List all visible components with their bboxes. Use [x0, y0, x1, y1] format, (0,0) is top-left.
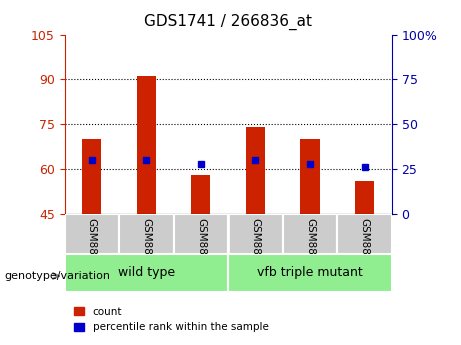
Bar — [301, 139, 319, 214]
Bar — [355, 181, 374, 214]
Text: GSM88046: GSM88046 — [250, 218, 260, 275]
Legend: count, percentile rank within the sample: count, percentile rank within the sample — [70, 303, 273, 336]
Bar — [191, 175, 211, 214]
Bar — [246, 127, 265, 214]
Text: genotype/variation: genotype/variation — [5, 271, 111, 281]
Text: GSM88040: GSM88040 — [87, 218, 97, 274]
Bar — [82, 139, 101, 214]
Text: wild type: wild type — [118, 266, 175, 279]
Bar — [283, 214, 337, 254]
Bar — [228, 254, 392, 292]
Text: GSM88042: GSM88042 — [196, 218, 206, 275]
Text: vfb triple mutant: vfb triple mutant — [257, 266, 363, 279]
Bar — [65, 254, 228, 292]
Bar — [174, 214, 228, 254]
Text: GSM88041: GSM88041 — [142, 218, 151, 275]
Bar — [137, 76, 156, 214]
Bar — [119, 214, 174, 254]
Bar — [65, 214, 119, 254]
Bar — [337, 214, 392, 254]
Title: GDS1741 / 266836_at: GDS1741 / 266836_at — [144, 14, 312, 30]
Bar — [228, 214, 283, 254]
Text: GSM88048: GSM88048 — [360, 218, 370, 275]
Text: GSM88047: GSM88047 — [305, 218, 315, 275]
